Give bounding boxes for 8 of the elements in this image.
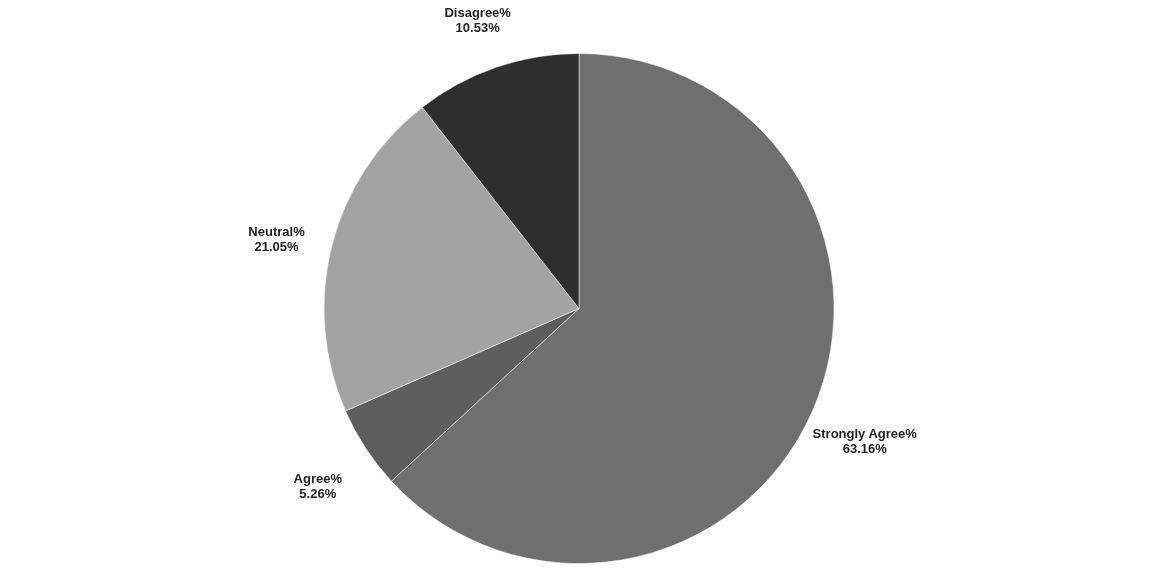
slice-label: Strongly Agree%: [812, 425, 918, 441]
data-label: 63.16%: [842, 440, 888, 456]
data-label: 21.05%: [254, 238, 300, 254]
slice-label: Disagree%: [444, 5, 512, 21]
slice-label: Agree%: [293, 471, 343, 487]
data-label: 10.53%: [455, 20, 501, 36]
data-label: 5.26%: [299, 486, 337, 502]
slice-label: Neutral%: [248, 223, 306, 239]
